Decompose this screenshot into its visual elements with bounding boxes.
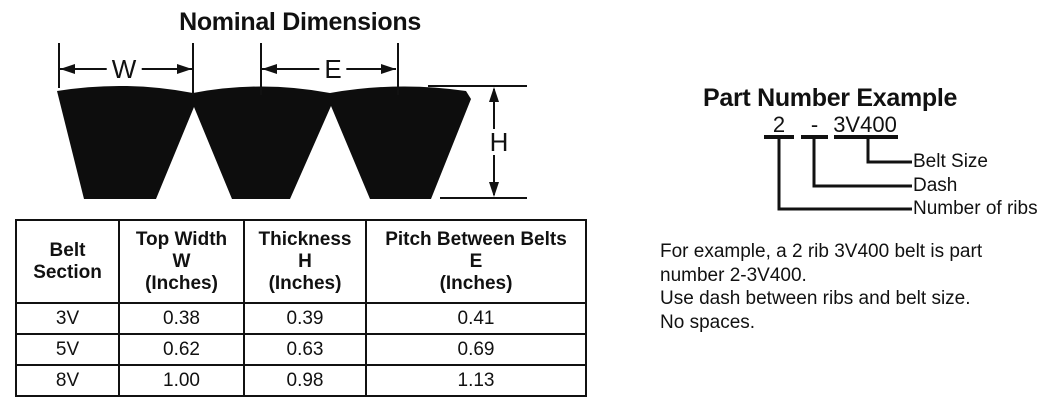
dimension-label-w: W — [106, 56, 142, 82]
header-top-width: Top Width W (Inches) — [118, 219, 245, 304]
part-number-dash-value: - — [810, 112, 819, 137]
note-line: Use dash between ribs and belt size. — [660, 288, 971, 309]
dimension-label-e: E — [319, 56, 347, 82]
belt-spec-table: Belt Section Top Width W (Inches) Thickn… — [15, 219, 587, 397]
part-number-leader-lines — [777, 137, 912, 211]
table-header-row: Belt Section Top Width W (Inches) Thickn… — [15, 219, 587, 304]
note-line: number 2-3V400. — [660, 264, 807, 286]
cell-pitch: 0.41 — [365, 302, 587, 335]
header-line: (Inches) — [268, 272, 342, 294]
header-pitch-between-belts: Pitch Between Belts E (Inches) — [365, 219, 587, 304]
header-line: Pitch Between Belts — [385, 228, 567, 250]
cell-belt-section: 5V — [15, 333, 120, 366]
belt-cross-section-drawing — [57, 85, 471, 199]
cell-thickness: 0.39 — [243, 302, 367, 335]
cell-top-width: 0.38 — [118, 302, 245, 335]
part-number-size-value: 3V400 — [833, 112, 897, 137]
note-line: No spaces. — [660, 311, 756, 333]
dimension-extension-lines — [58, 43, 527, 199]
nominal-dimensions-title: Nominal Dimensions — [179, 8, 421, 36]
cell-pitch: 0.69 — [365, 333, 587, 366]
label-number-of-ribs: Number of ribs — [913, 198, 1038, 219]
header-line: Section — [33, 261, 102, 283]
label-dash: Dash — [913, 175, 958, 196]
header-line: (Inches) — [439, 272, 513, 294]
part-number-ribs-value: 2 — [772, 112, 786, 137]
header-line: H — [298, 250, 312, 272]
dimension-label-h: H — [484, 129, 514, 155]
part-number-example-title: Part Number Example — [703, 84, 958, 112]
header-line: Thickness — [258, 228, 352, 250]
header-line: W — [172, 250, 191, 272]
label-belt-size: Belt Size — [913, 151, 988, 172]
header-thickness: Thickness H (Inches) — [243, 219, 367, 304]
table-row: 5V 0.62 0.63 0.69 — [15, 333, 587, 366]
cell-belt-section: 8V — [15, 364, 120, 397]
cell-thickness: 0.98 — [243, 364, 367, 397]
part-number-notes: For example, a 2 rib 3V400 belt is part … — [660, 240, 1064, 334]
table-row: 8V 1.00 0.98 1.13 — [15, 364, 587, 397]
cell-top-width: 1.00 — [118, 364, 245, 397]
header-belt-section: Belt Section — [15, 219, 120, 304]
table-row: 3V 0.38 0.39 0.41 — [15, 302, 587, 335]
header-line: Top Width — [135, 228, 228, 250]
header-line: Belt — [49, 239, 86, 261]
cell-pitch: 1.13 — [365, 364, 587, 397]
note-line: For example, a 2 rib 3V400 belt is part — [660, 241, 983, 262]
cell-belt-section: 3V — [15, 302, 120, 335]
cell-top-width: 0.62 — [118, 333, 245, 366]
header-line: E — [469, 250, 483, 272]
header-line: (Inches) — [145, 272, 218, 294]
cell-thickness: 0.63 — [243, 333, 367, 366]
